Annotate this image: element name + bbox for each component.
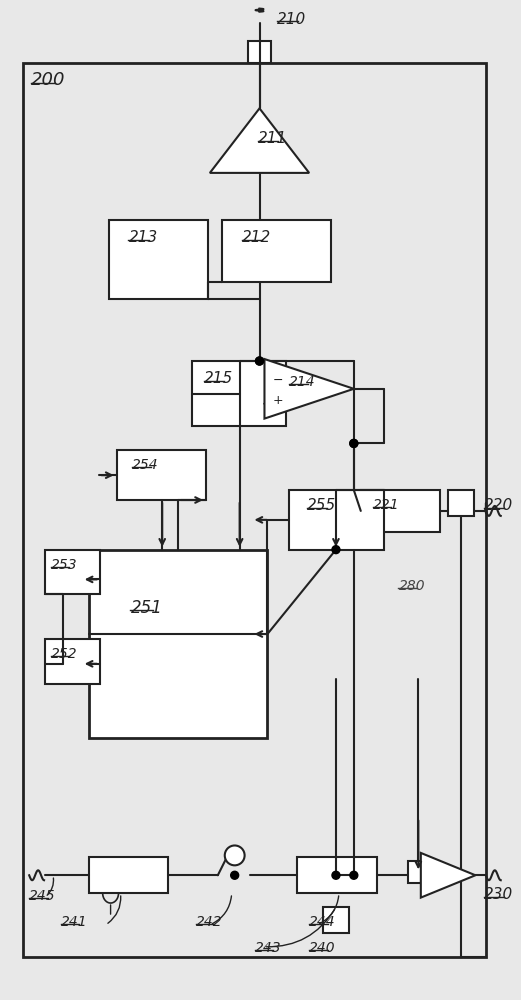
Text: 240: 240	[309, 941, 336, 955]
Polygon shape	[210, 108, 309, 173]
Bar	[45, 550, 100, 594]
Circle shape	[225, 845, 245, 865]
Text: 214: 214	[289, 375, 316, 389]
Circle shape	[231, 871, 239, 879]
Text: 243: 243	[255, 941, 281, 955]
Bar	[23, 63, 486, 957]
Text: 251: 251	[130, 599, 163, 617]
Circle shape	[332, 546, 340, 554]
Bar	[53, 847, 430, 907]
Bar	[297, 857, 377, 893]
Bar	[323, 907, 349, 933]
Bar	[117, 450, 206, 500]
Bar	[448, 490, 474, 516]
Text: 242: 242	[196, 915, 222, 929]
Polygon shape	[265, 359, 354, 419]
Bar	[45, 639, 100, 684]
Text: 280: 280	[399, 579, 425, 593]
Circle shape	[350, 871, 358, 879]
Text: 221: 221	[373, 498, 399, 512]
Text: 213: 213	[129, 230, 158, 245]
Bar	[222, 220, 331, 282]
Text: 253: 253	[51, 558, 78, 572]
Text: 220: 220	[484, 498, 513, 513]
Bar	[281, 480, 476, 679]
Bar	[108, 220, 208, 299]
Circle shape	[255, 357, 264, 365]
Text: 244: 244	[309, 915, 336, 929]
Bar	[89, 550, 267, 738]
Text: −: −	[272, 374, 283, 387]
Circle shape	[350, 439, 358, 447]
Bar	[408, 861, 430, 883]
Text: 200: 200	[31, 71, 66, 89]
Bar	[361, 490, 440, 532]
Text: 254: 254	[132, 458, 159, 472]
Bar	[289, 490, 383, 550]
Circle shape	[332, 871, 340, 879]
Bar	[192, 361, 287, 426]
Text: 252: 252	[51, 647, 78, 661]
Text: 241: 241	[61, 915, 88, 929]
Text: 210: 210	[277, 12, 307, 27]
Circle shape	[255, 357, 264, 365]
Text: 245: 245	[29, 889, 56, 903]
Bar	[89, 857, 168, 893]
Text: 212: 212	[242, 230, 271, 245]
Polygon shape	[421, 853, 476, 898]
Text: 230: 230	[484, 887, 513, 902]
Text: 215: 215	[204, 371, 233, 386]
Bar	[247, 41, 271, 63]
Circle shape	[350, 439, 358, 447]
Text: +: +	[272, 394, 283, 407]
Text: 255: 255	[307, 498, 337, 513]
Text: 211: 211	[257, 131, 287, 146]
